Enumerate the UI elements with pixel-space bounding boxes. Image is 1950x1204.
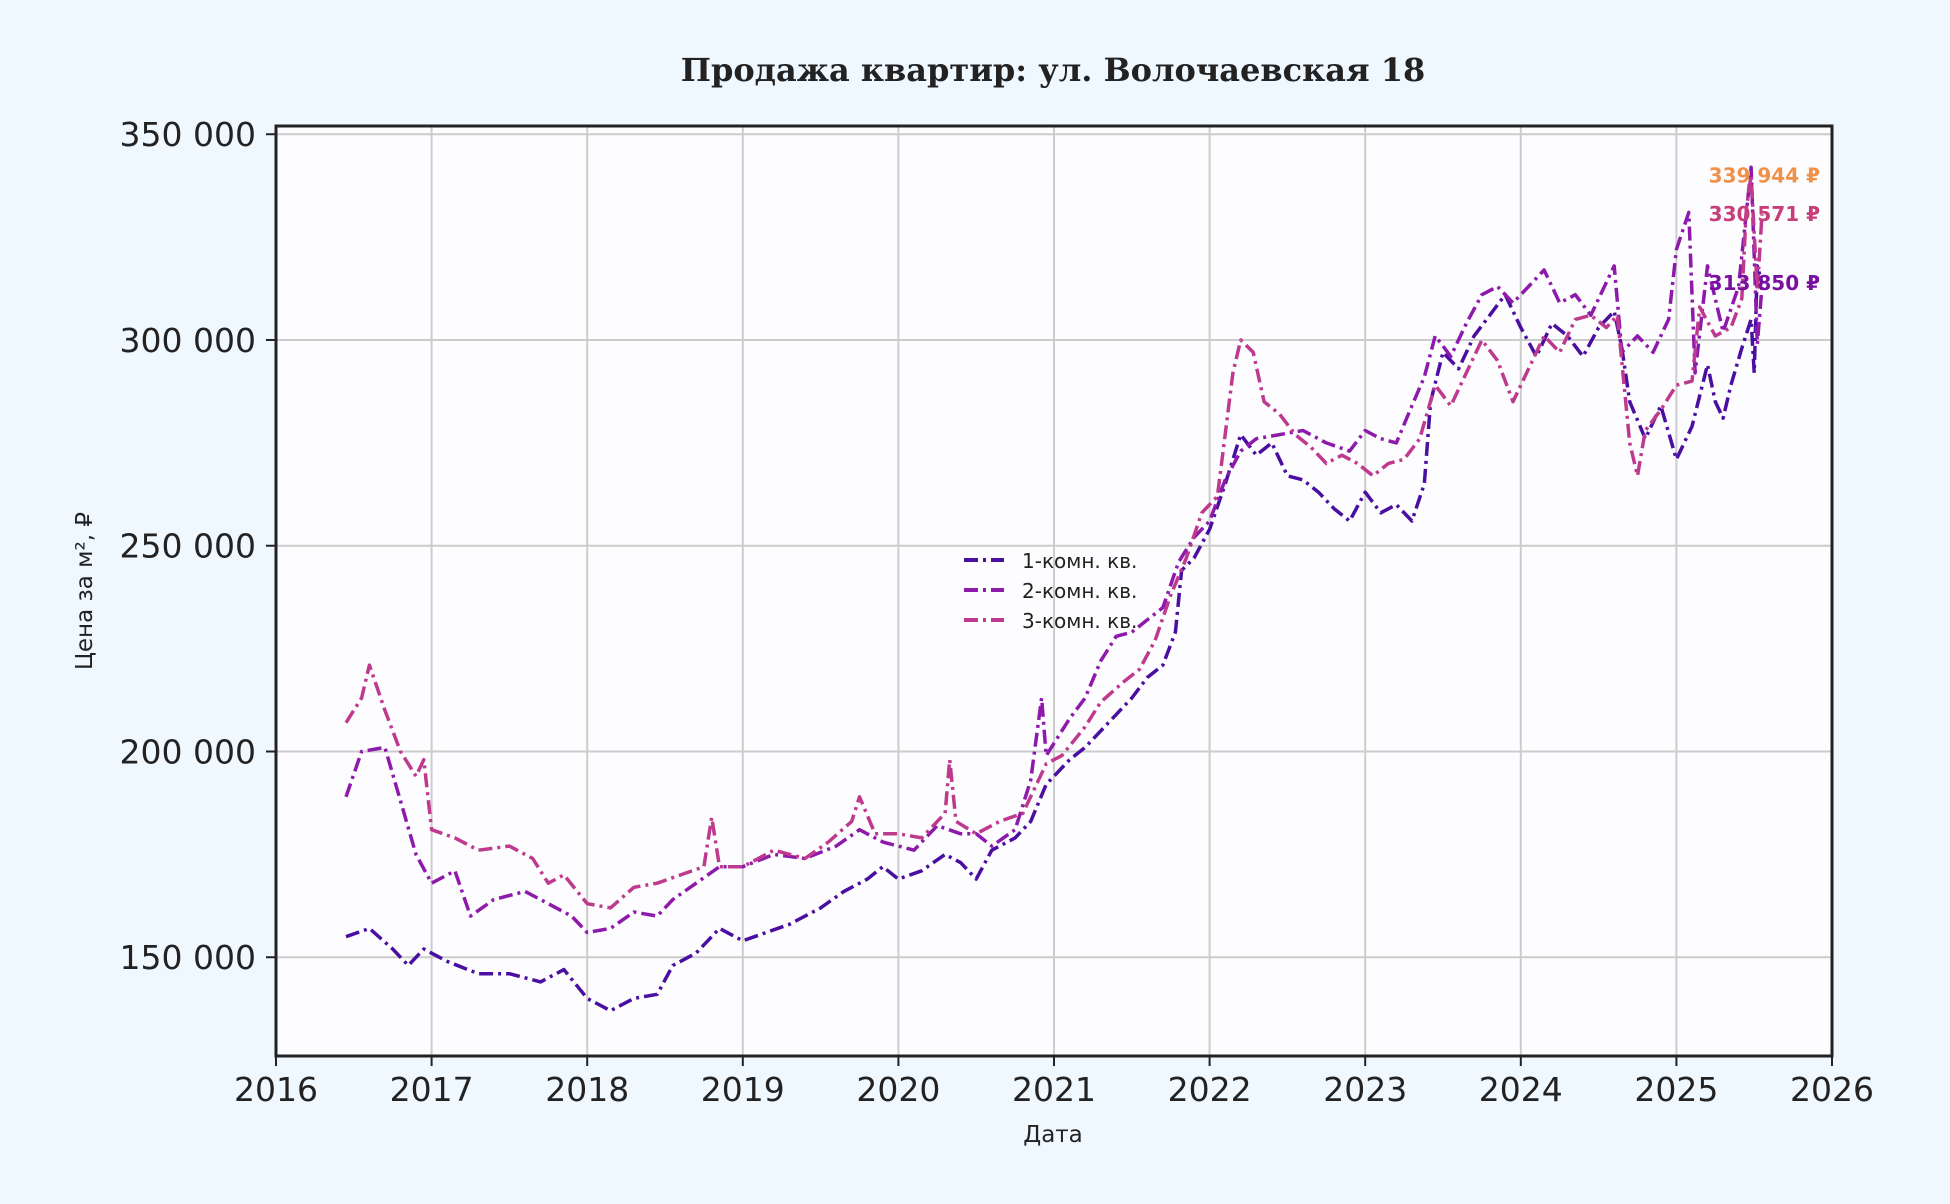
x-tick-label: 2019 <box>701 1070 785 1109</box>
legend: 1-комн. кв. 2-комн. кв. 3-комн. кв. <box>964 549 1137 633</box>
end-labels: 339 944 ₽ 330 571 ₽ 313 850 ₽ <box>1709 164 1820 295</box>
end-value-label: 313 850 ₽ <box>1709 271 1820 295</box>
y-tick-label: 200 000 <box>120 732 256 771</box>
x-tick-label: 2018 <box>545 1070 629 1109</box>
end-value-label: 330 571 ₽ <box>1709 202 1820 226</box>
end-value-label: 339 944 ₽ <box>1709 164 1820 188</box>
axis-ticks: 2016 2017 2018 2019 2020 2021 2022 2023 2024 2025… <box>120 115 1874 1109</box>
legend-label-2-room: 2-комн. кв. <box>1022 579 1137 603</box>
series-line-3-room <box>344 173 1764 910</box>
x-tick-label: 2023 <box>1323 1070 1407 1109</box>
y-tick-label: 300 000 <box>120 321 256 360</box>
x-tick-label: 2026 <box>1790 1070 1874 1109</box>
legend-label-1-room: 1-комн. кв. <box>1022 549 1137 573</box>
x-tick-label: 2024 <box>1479 1070 1563 1109</box>
x-tick-label: 2016 <box>234 1070 318 1109</box>
x-axis-label: Дата <box>1023 1122 1083 1148</box>
grid <box>275 126 1833 1056</box>
x-tick-label: 2017 <box>390 1070 474 1109</box>
x-tick-label: 2020 <box>856 1070 940 1109</box>
legend-label-3-room: 3-комн. кв. <box>1022 609 1137 633</box>
series-line-2-room <box>344 165 1764 935</box>
chart-title: Продажа квартир: ул. Волочаевская 18 <box>681 51 1426 89</box>
x-tick-label: 2021 <box>1012 1070 1096 1109</box>
y-tick-label: 250 000 <box>120 527 256 566</box>
y-tick-label: 350 000 <box>120 115 256 154</box>
y-tick-label: 150 000 <box>120 938 256 977</box>
series-layer <box>344 165 1764 1013</box>
x-tick-label: 2025 <box>1634 1070 1718 1109</box>
y-axis-label: Цена за м², ₽ <box>72 512 98 670</box>
x-tick-label: 2022 <box>1168 1070 1252 1109</box>
